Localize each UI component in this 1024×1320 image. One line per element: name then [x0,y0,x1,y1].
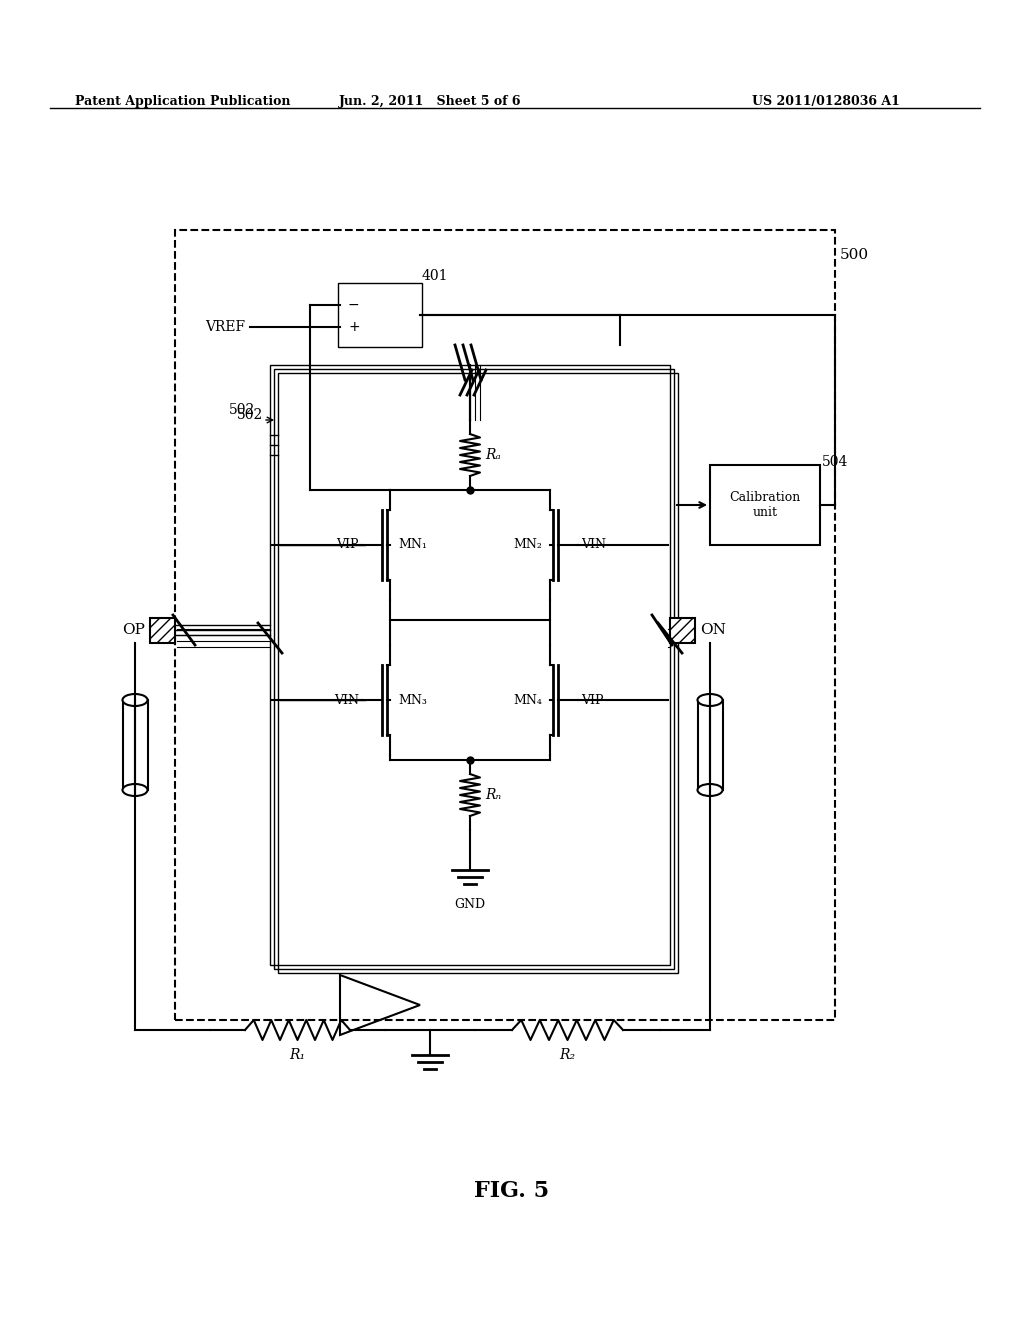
Bar [150,618,175,643]
Bar [274,370,674,969]
Text: 502: 502 [237,408,263,422]
Text: VIN: VIN [334,693,359,706]
Bar [697,700,723,789]
Bar [338,282,422,347]
Text: 502: 502 [228,403,255,417]
Bar [123,700,147,789]
Ellipse shape [123,694,147,706]
Text: GND: GND [455,898,485,911]
Text: +: + [348,319,359,334]
Text: R₂: R₂ [559,1048,575,1063]
Text: R₁: R₁ [290,1048,305,1063]
Text: MN₄: MN₄ [513,693,542,706]
Text: MN₂: MN₂ [513,539,542,552]
Text: MN₁: MN₁ [398,539,427,552]
Text: US 2011/0128036 A1: US 2011/0128036 A1 [752,95,900,108]
Ellipse shape [123,784,147,796]
Text: Jun. 2, 2011   Sheet 5 of 6: Jun. 2, 2011 Sheet 5 of 6 [339,95,521,108]
Text: VIP: VIP [337,539,359,552]
Text: Rₙ: Rₙ [485,788,501,803]
Text: ON: ON [700,623,726,638]
Text: Rₐ: Rₐ [485,447,501,462]
Text: Calibration
unit: Calibration unit [729,491,801,519]
Ellipse shape [697,784,723,796]
Bar [670,618,695,643]
Text: −: − [348,298,359,312]
Text: VIP: VIP [581,693,603,706]
Text: MN₃: MN₃ [398,693,427,706]
Text: 500: 500 [840,248,869,261]
Ellipse shape [697,694,723,706]
Text: VIN: VIN [581,539,606,552]
Bar [175,230,835,1020]
Bar [710,465,820,545]
Text: 401: 401 [422,269,449,282]
Text: VREF: VREF [205,319,245,334]
Bar [270,366,670,965]
Text: FIG. 5: FIG. 5 [474,1180,550,1203]
Bar [278,374,678,973]
Text: 504: 504 [822,455,848,469]
Text: OP: OP [122,623,145,638]
Text: Patent Application Publication: Patent Application Publication [75,95,291,108]
